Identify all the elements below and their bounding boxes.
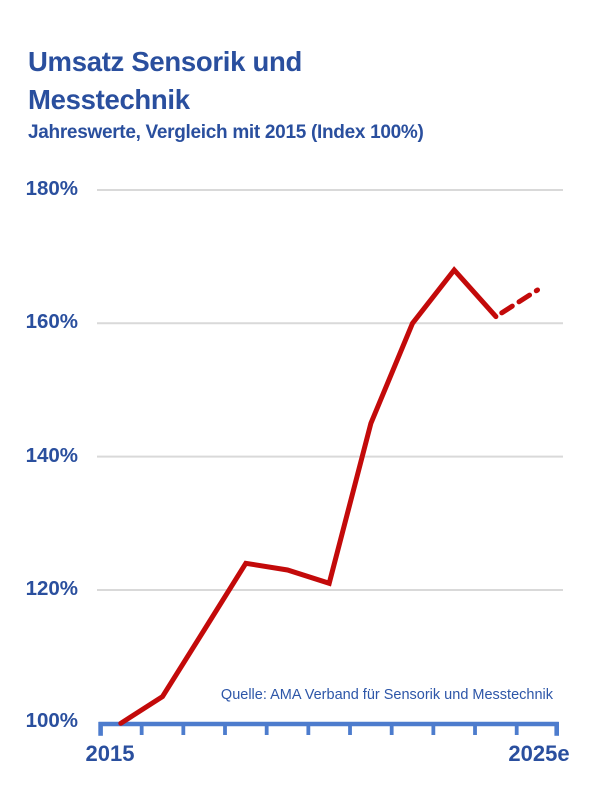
chart-subtitle: Jahreswerte, Vergleich mit 2015 (Index 1… [28,122,424,143]
y-axis-label-180: 180% [25,177,78,200]
chart-title-line2: Messtechnik [28,84,190,115]
y-axis-label-140: 140% [25,444,78,467]
revenue-index-line-forecast [499,287,541,316]
revenue-index-line [118,266,499,726]
x-axis-label-2015: 2015 [85,741,135,766]
x-axis-label-2025e: 2025e [508,741,570,766]
source-note: Quelle: AMA Verband für Sensorik und Mes… [220,687,553,703]
y-axis-label-100: 100% [25,709,78,732]
y-axis-label-120: 120% [25,577,78,600]
chart-title-line1: Umsatz Sensorik und [28,46,302,77]
y-axis-label-160: 160% [25,310,78,333]
